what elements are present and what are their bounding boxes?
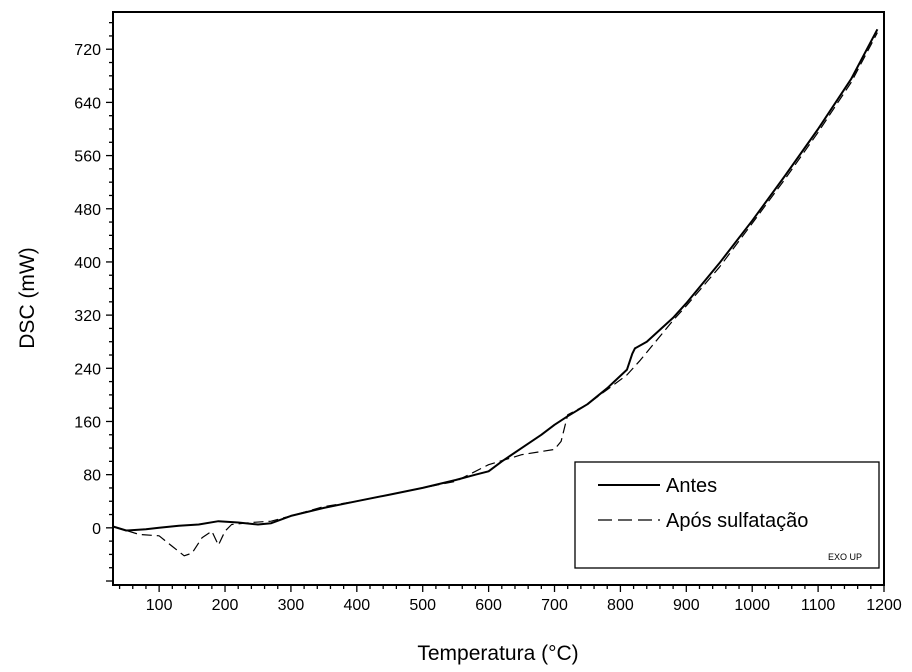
- x-tick-label: 300: [278, 597, 305, 614]
- x-tick-label: 200: [212, 597, 239, 614]
- x-tick-label: 900: [673, 597, 700, 614]
- x-axis-title: Temperatura (°C): [417, 642, 578, 665]
- exo-up-note: EXO UP: [828, 552, 862, 562]
- y-tick-label: 720: [74, 42, 101, 59]
- x-tick-label: 1100: [801, 597, 836, 614]
- legend-label-antes: Antes: [666, 475, 717, 497]
- legend-label-apos-sulfatacao: Após sulfatação: [666, 510, 808, 532]
- legend: Antes Após sulfatação EXO UP: [574, 461, 880, 569]
- y-tick-label: 320: [74, 308, 101, 325]
- y-tick-label: 560: [74, 149, 101, 166]
- series-line-apos-sulfatacao: [112, 32, 878, 557]
- y-tick-label: 0: [92, 521, 101, 538]
- series-line-antes: [112, 28, 879, 532]
- x-tick-label: 100: [146, 597, 173, 614]
- x-axis-ticks: 100 200 300 400 500 600 700 800 900 1000 1100 1200: [118, 585, 902, 614]
- y-tick-label: 160: [74, 414, 101, 431]
- y-tick-label: 480: [74, 202, 101, 219]
- legend-box: [574, 461, 880, 569]
- x-tick-label: 400: [343, 597, 370, 614]
- y-tick-label: 240: [74, 361, 101, 378]
- x-tick-label: 1000: [734, 597, 770, 614]
- x-tick-label: 1200: [866, 597, 902, 614]
- x-tick-label: 600: [475, 597, 502, 614]
- x-tick-label: 700: [541, 597, 568, 614]
- y-tick-label: 400: [74, 255, 101, 272]
- y-axis-ticks: 0 80 160 240 320 400 480 560 640 720: [74, 21, 113, 582]
- x-tick-label: 800: [607, 597, 634, 614]
- x-tick-label: 500: [409, 597, 436, 614]
- y-axis-title: DSC (mW): [16, 247, 39, 348]
- y-tick-label: 80: [83, 468, 101, 485]
- series-layer: [112, 28, 879, 557]
- y-tick-label: 640: [74, 95, 101, 112]
